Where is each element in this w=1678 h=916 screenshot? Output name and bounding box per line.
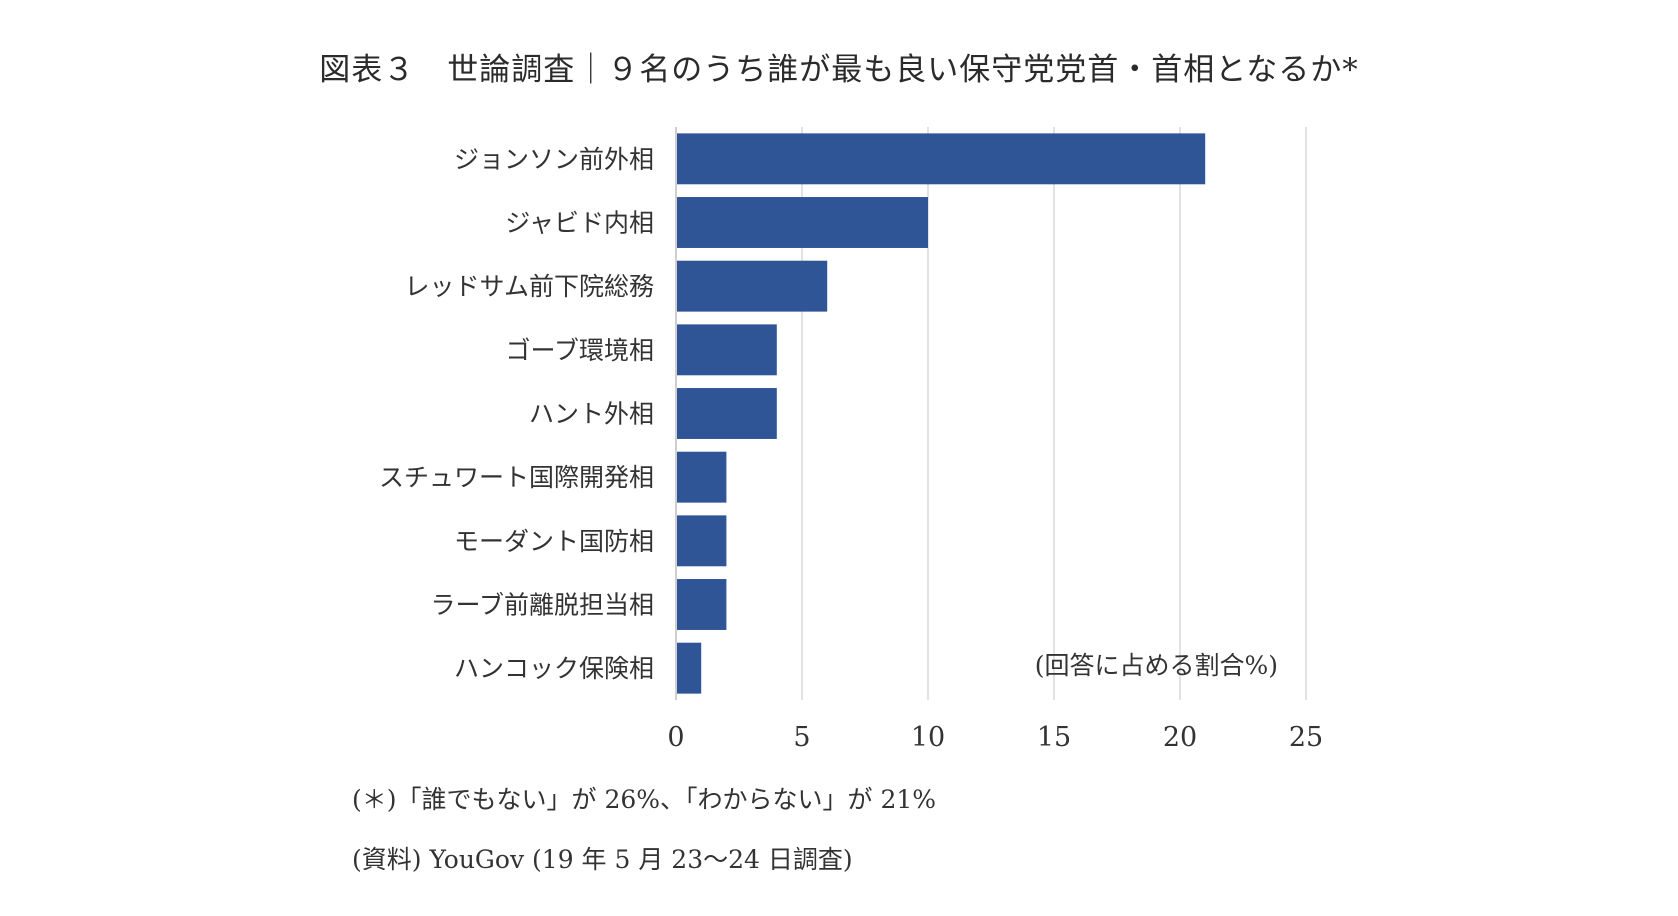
category-label-7: モーダント国防相 — [454, 527, 654, 556]
category-label-1: ジョンソン前外相 — [454, 145, 654, 174]
x-tick-5: 5 — [793, 722, 810, 753]
footnote-asterisk: (＊)「誰でもない」が 26%、「わからない」が 21% — [352, 785, 937, 814]
category-label-6: スチュワート国際開発相 — [379, 463, 654, 492]
bar-2 — [677, 197, 928, 248]
bar-5 — [677, 388, 777, 439]
category-label-3: レッドサム前下院総務 — [404, 272, 654, 301]
bars — [677, 133, 1206, 694]
category-label-9: ハンコック保険相 — [454, 654, 654, 683]
chart-title: 図表３ 世論調査｜９名のうち誰が最も良い保守党党首・首相となるか* — [319, 52, 1359, 88]
bar-6 — [677, 451, 727, 503]
category-labels: ジョンソン前外相ジャビド内相レッドサム前下院総務ゴーブ環境相ハント外相スチュワー… — [379, 145, 654, 683]
x-tick-15: 15 — [1037, 722, 1071, 753]
bar-8 — [677, 579, 727, 630]
x-tick-20: 20 — [1163, 722, 1197, 753]
x-tick-0: 0 — [667, 722, 684, 753]
category-label-4: ゴーブ環境相 — [505, 336, 654, 365]
bar-7 — [677, 515, 727, 567]
bar-chart: ジョンソン前外相ジャビド内相レッドサム前下院総務ゴーブ環境相ハント外相スチュワー… — [379, 127, 1323, 753]
bar-1 — [677, 133, 1206, 185]
bar-3 — [677, 260, 828, 312]
footnote-source: (資料) YouGov (19 年 5 月 23〜24 日調査) — [352, 845, 853, 874]
category-label-5: ハント外相 — [529, 400, 654, 429]
bar-4 — [677, 324, 777, 376]
x-tick-labels: 0 5 10 15 20 25 — [667, 722, 1323, 753]
x-tick-10: 10 — [911, 722, 945, 753]
category-label-2: ジャビド内相 — [505, 209, 654, 238]
unit-label: (回答に占める割合%) — [1035, 651, 1278, 680]
x-tick-25: 25 — [1289, 722, 1323, 753]
bar-9 — [677, 642, 702, 694]
category-label-8: ラーブ前離脱担当相 — [430, 591, 654, 620]
